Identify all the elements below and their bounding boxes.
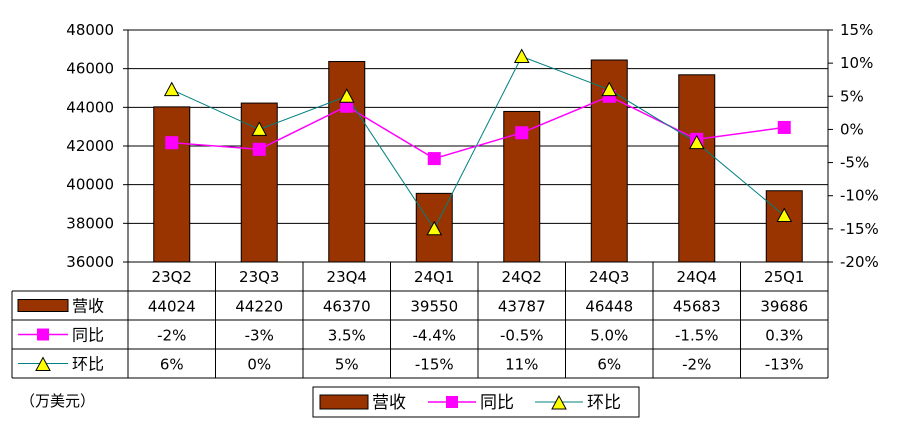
right-tick-label: 15% <box>840 21 873 39</box>
legend-label: 同比 <box>480 393 514 413</box>
table-row-label: 环比 <box>72 355 104 374</box>
table-cell: 11% <box>505 356 538 374</box>
table-cell: 46448 <box>585 298 633 316</box>
table-key-bar <box>17 299 69 312</box>
table-cell: 5% <box>335 356 359 374</box>
point-qoq <box>251 121 268 136</box>
axes: 36000 38000 40000 42000 44000 46000 48000 -20% -… <box>66 21 878 271</box>
right-tick-label: -20% <box>840 253 879 271</box>
right-tick-label: 5% <box>840 87 864 105</box>
left-tick-label: 48000 <box>66 21 114 39</box>
category-label: 25Q1 <box>764 268 804 286</box>
table-cell: 5.0% <box>590 327 628 345</box>
table-row-label: 营收 <box>72 297 104 316</box>
legend: 营收 同比 环比 <box>312 386 640 418</box>
legend-swatch-revenue <box>319 394 369 410</box>
table-cell: 0% <box>247 356 271 374</box>
point-qoq <box>338 88 355 103</box>
bar-revenue <box>678 74 716 263</box>
table-cell: -1.5% <box>675 327 719 345</box>
right-tick-label: 10% <box>840 54 873 72</box>
left-tick-label: 40000 <box>66 176 114 194</box>
point-qoq <box>513 48 530 63</box>
right-tick-label: -5% <box>840 154 869 172</box>
table-cell: -4.4% <box>412 327 456 345</box>
left-tick-label: 38000 <box>66 214 114 232</box>
table-cell: 39550 <box>410 298 458 316</box>
point-qoq <box>163 81 180 97</box>
point-qoq <box>776 207 793 223</box>
legend-label: 营收 <box>372 393 406 413</box>
series-line-triangle <box>171 55 785 230</box>
point-yoy <box>515 126 529 140</box>
category-label: 24Q2 <box>502 268 542 286</box>
table-row-label: 同比 <box>72 326 104 345</box>
line-series <box>163 48 793 236</box>
table-cell: 44024 <box>148 298 196 316</box>
table-cell: 39686 <box>760 298 808 316</box>
category-label: 23Q2 <box>152 268 192 286</box>
table-cell: 6% <box>597 356 621 374</box>
legend-marker-qoq <box>551 394 567 410</box>
right-tick-label: 0% <box>840 120 864 138</box>
table-cell: -3% <box>245 327 274 345</box>
left-tick-label: 36000 <box>66 253 114 271</box>
point-yoy <box>777 120 791 134</box>
left-tick-label: 42000 <box>66 137 114 155</box>
table-cell: -2% <box>682 356 711 374</box>
table-cell: -13% <box>765 356 804 374</box>
point-qoq <box>601 81 618 97</box>
table-key-marker <box>35 356 51 371</box>
series-line-square <box>171 95 785 160</box>
table-cell: -2% <box>157 327 186 345</box>
category-label: 24Q4 <box>677 268 717 286</box>
category-label: 23Q4 <box>327 268 367 286</box>
left-tick-label: 46000 <box>66 60 114 78</box>
point-qoq <box>426 220 443 236</box>
unit-label: （万美元） <box>20 392 95 410</box>
right-tick-label: -10% <box>840 187 879 205</box>
table-cell: 43787 <box>498 298 546 316</box>
category-label: 23Q3 <box>239 268 279 286</box>
table-cell: 46370 <box>323 298 371 316</box>
table-cell: 45683 <box>673 298 721 316</box>
point-yoy <box>252 142 266 156</box>
category-label: 24Q1 <box>414 268 454 286</box>
bar-revenue <box>765 190 803 263</box>
category-label: 24Q3 <box>589 268 629 286</box>
right-tick-label: -15% <box>840 220 879 238</box>
table-cell: 6% <box>160 356 184 374</box>
table-cell: 0.3% <box>765 327 803 345</box>
bar-revenue <box>153 106 191 263</box>
legend-label: 环比 <box>587 393 621 413</box>
data-table: 23Q2 23Q3 23Q4 24Q1 24Q2 24Q3 24Q4 25Q1 营收 44024 4… <box>11 262 829 379</box>
table-cell: 44220 <box>235 298 283 316</box>
table-cell: 3.5% <box>328 327 366 345</box>
table-key-marker <box>37 328 49 341</box>
legend-marker-yoy <box>446 396 458 408</box>
point-yoy <box>165 136 179 150</box>
bar-series <box>153 59 803 263</box>
point-qoq <box>688 134 705 150</box>
table-cell: -15% <box>415 356 454 374</box>
point-yoy <box>427 152 441 166</box>
table-cell: -0.5% <box>500 327 544 345</box>
left-tick-label: 44000 <box>66 98 114 116</box>
